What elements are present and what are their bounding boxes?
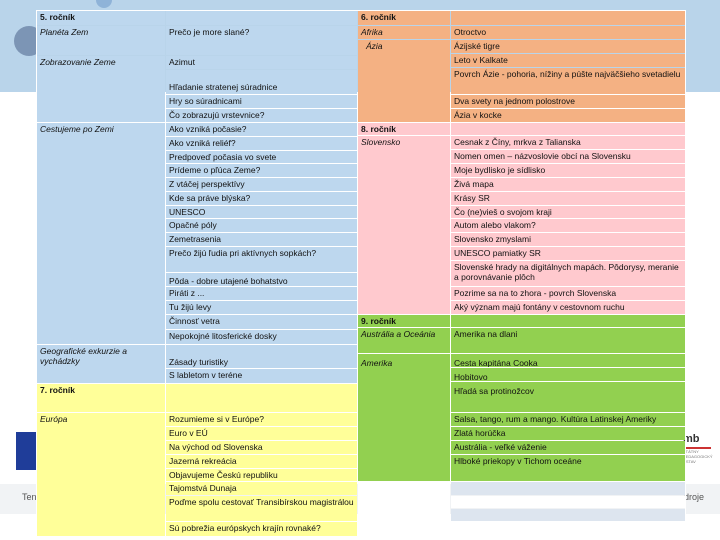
empty-cell [451,522,685,536]
header-grade8: 8. ročník [358,123,450,135]
footer-right-text: droje [684,492,705,502]
lesson-cell: Slovensko zmyslami [451,233,685,246]
lesson-cell [451,11,685,25]
lesson-cell: S labletom v teréne [166,369,357,383]
topic-cell: Geografické exkurzie a vychádzky [37,345,165,383]
lesson-cell: Ázijské tigre [451,40,685,53]
lesson-cell: Rozumieme si v Európe? [166,413,357,426]
eu-flag-logo [16,432,38,470]
lesson-cell: Piráti z ... [166,287,357,300]
header-grade5: 5. ročník [37,11,165,25]
lesson-cell: Objavujeme Českú republiku [166,469,357,481]
column-topics-left: 5. ročník Planéta Zem Zobrazovanie Zeme … [37,11,165,536]
lesson-cell: Hlboké priekopy v Tichom oceáne [451,455,685,481]
footer-left-text: Tent [22,492,40,502]
lesson-cell: Azimut [166,56,357,69]
decorative-drop [96,0,112,8]
lesson-cell: Tu žijú levy [166,301,357,314]
lesson-cell: Pôda - dobre utajené bohatstvo [166,273,357,286]
lesson-cell: Tajomstvá Dunaja [166,482,357,495]
lesson-cell: Čo zobrazujú vrstevnice? [166,109,357,122]
lesson-cell: Ázia v kocke [451,109,685,122]
logo-subtext: ŠTÁTNY PEDAGOGICKÝ ÚSTAV [683,449,713,464]
logo-bar [683,447,711,449]
lesson-cell: Ako vzniká reliéf? [166,137,357,150]
topic-cell: Slovensko [358,136,450,314]
lesson-cell: Moje bydlisko je sídlisko [451,164,685,177]
column-topics-right: 6. ročník Afrika Ázia 8. ročník Slovensk… [358,11,450,536]
lesson-cell: Ako vzniká počasie? [166,123,357,136]
lesson-cell: Nepokojné litosferické dosky [166,330,357,344]
lesson-cell: Kde sa práve blýska? [166,192,357,205]
logo-text: mb [683,433,700,445]
header-grade9: 9. ročník [358,315,450,327]
lesson-cell: Pozrime sa na to zhora - povrch Slovensk… [451,287,685,300]
lesson-cell: Nomen omen – názvoslovie obcí na Slovens… [451,150,685,163]
lesson-cell: Zlatá horúčka [451,427,685,440]
lesson-cell: Z vtáčej perspektívy [166,178,357,191]
lesson-cell: Otroctvo [451,26,685,39]
empty-cell [358,482,450,536]
column-lessons-left: Prečo je more slané? Azimut Hľadanie str… [166,11,357,536]
lesson-cell: Činnosť vetra [166,315,357,329]
lesson-cell: Prečo je more slané? [166,26,357,55]
header-grade7: 7. ročník [37,384,165,412]
lesson-cell: Salsa, tango, rum a mango. Kultúra Latin… [451,413,685,426]
lesson-cell: Zásady turistiky [166,345,357,368]
topic-cell: Afrika [358,26,450,39]
lesson-cell: Leto v Kalkate [451,54,685,67]
header-grade6: 6. ročník [358,11,450,25]
lesson-cell: Cesnak z Číny, mrkva z Talianska [451,136,685,149]
empty-cell [451,509,685,521]
lesson-cell: Euro v EÚ [166,427,357,440]
lesson-cell: Dva svety na jednom polostrove [451,95,685,108]
topic-cell: Planéta Zem [37,26,165,55]
lesson-cell: Autom alebo vlakom? [451,219,685,232]
topic-cell: Ázia [358,40,450,122]
lesson-cell: Slovenské hrady na digitálnych mapách. P… [451,261,685,286]
lesson-cell: Hľadanie stratenej súradnice [166,70,357,94]
topic-cell: Zobrazovanie Zeme [37,56,165,122]
lesson-cell: Opačné póly [166,219,357,232]
lesson-cell: Hry so súradnicami [166,95,357,108]
lesson-cell: Jazerná rekreácia [166,455,357,468]
lesson-cell: Predpoveď počasia vo svete [166,151,357,163]
institution-logo: mb ŠTÁTNY PEDAGOGICKÝ ÚSTAV [683,433,717,464]
lesson-cell: Hobitovo [451,368,685,381]
topic-cell: Amerika [358,354,450,481]
lesson-cell: Poďme spolu cestovať Transibírskou magis… [166,496,357,521]
lesson-cell: Sú pobrežia európskych krajín rovnaké? [166,522,357,536]
lesson-cell: Austrália - veľké váženie [451,441,685,454]
lesson-cell: Povrch Ázie - pohoria, nížiny a púšte na… [451,68,685,94]
lesson-cell: Na východ od Slovenska [166,441,357,454]
lesson-cell: Aký význam majú fontány v cestovnom ruch… [451,301,685,314]
empty-cell [451,496,685,508]
empty-cell [451,482,685,495]
lesson-cell: Čo (ne)vieš o svojom kraji [451,206,685,218]
lesson-cell: Hľadá sa protinožcov [451,382,685,412]
lesson-cell [166,11,357,25]
topic-cell: Austrália a Oceánia [358,328,450,353]
lesson-cell [451,315,685,327]
topic-cell: Cestujeme po Zemi [37,123,165,344]
lesson-cell: Krásy SR [451,192,685,205]
lesson-cell [166,384,357,412]
column-lessons-right: Otroctvo Ázijské tigre Leto v Kalkate Po… [451,11,685,536]
lesson-cell: Amerika na dlani [451,328,685,353]
lesson-cell: Prečo žijú ľudia pri aktívnych sopkách? [166,247,357,272]
lesson-cell: Zemetrasenia [166,233,357,246]
lesson-cell: Živá mapa [451,178,685,191]
lesson-cell: Prídeme o pľúca Zeme? [166,164,357,177]
lesson-cell [451,123,685,135]
lesson-cell: UNESCO pamiatky SR [451,247,685,260]
curriculum-table: 5. ročník Planéta Zem Zobrazovanie Zeme … [36,10,686,537]
topic-cell: Európa [37,413,165,536]
lesson-cell: UNESCO [166,206,357,218]
lesson-cell: Cesta kapitána Cooka [451,354,685,367]
